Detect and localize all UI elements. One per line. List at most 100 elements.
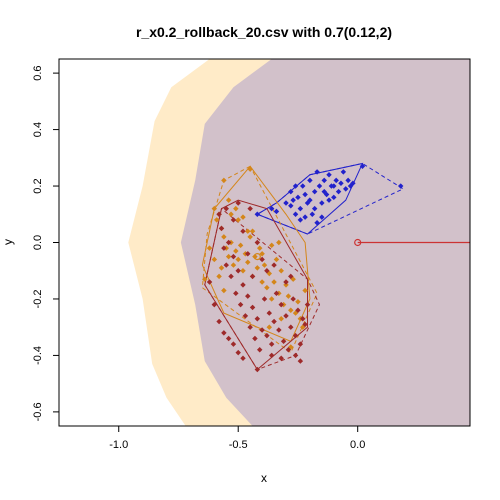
red-point	[235, 268, 241, 274]
blue-point	[292, 183, 299, 189]
red-point	[216, 211, 222, 217]
red-point	[240, 355, 246, 361]
red-point	[249, 273, 256, 280]
blue-point	[297, 205, 304, 212]
red-point	[268, 352, 275, 359]
orange-point	[240, 268, 246, 274]
x-tick-label: -1.0	[109, 439, 128, 451]
red-point	[300, 315, 306, 322]
orange-point	[288, 307, 294, 313]
orange-point	[221, 234, 227, 240]
orange-point	[211, 256, 218, 263]
orange-point	[254, 265, 261, 271]
blue-point	[300, 183, 306, 189]
red-point	[278, 355, 284, 361]
y-tick-label: 0.6	[32, 65, 44, 80]
red-point	[233, 290, 239, 297]
reference-point	[354, 238, 362, 247]
blue-point	[319, 200, 325, 206]
orange-point	[235, 217, 241, 223]
blue-point	[331, 194, 337, 201]
red-point	[221, 245, 227, 251]
red-point	[218, 225, 225, 232]
red-point	[240, 228, 246, 234]
red-point	[254, 366, 261, 373]
orange-point	[247, 166, 253, 172]
blue-point	[311, 205, 318, 212]
y-tick-label: -0.2	[32, 289, 44, 308]
orange-point	[268, 296, 275, 302]
plot-area: -1.0 -0.5 0.0 -0.6 -0.4 -0.2 0.0 0.2 0.4 0.6	[32, 58, 471, 451]
red-point	[235, 200, 241, 206]
orange-point	[221, 177, 227, 184]
red-point	[288, 273, 294, 280]
blue-point	[321, 177, 327, 184]
y-tick-label: 0.2	[32, 178, 44, 193]
orange-point	[247, 234, 253, 240]
orange-point	[230, 262, 237, 268]
orange-point	[233, 248, 239, 254]
red-point	[237, 301, 244, 308]
blue-point	[359, 163, 366, 170]
red-point	[266, 310, 273, 316]
blue-point	[345, 177, 351, 184]
blue-point	[283, 200, 289, 206]
blue-point	[314, 220, 320, 226]
red-point	[271, 262, 277, 268]
blue-point	[309, 211, 316, 217]
red-point	[271, 318, 277, 325]
orange-point	[278, 268, 284, 274]
region-2	[180, 59, 470, 426]
red-point	[240, 282, 246, 288]
blue-point	[323, 191, 330, 198]
orange-point	[218, 265, 225, 271]
blue-point	[347, 183, 354, 189]
red-point	[276, 327, 282, 333]
blue-point	[302, 191, 308, 198]
red-point	[223, 205, 229, 212]
red-point	[245, 293, 251, 299]
orange-point	[225, 197, 232, 203]
orange-point	[264, 284, 270, 291]
orange-point	[266, 324, 273, 330]
blue-point	[273, 208, 280, 215]
orange-point	[228, 211, 234, 217]
red-point	[230, 217, 237, 223]
x-tick-label: -0.5	[229, 439, 248, 451]
blue-point	[331, 183, 337, 189]
red-point	[206, 279, 213, 285]
red-point	[264, 268, 270, 274]
red-point	[292, 352, 299, 359]
orange-point	[216, 273, 222, 280]
orange-point	[206, 245, 213, 251]
blue-point	[397, 183, 404, 189]
blue-point	[321, 188, 327, 195]
orange-point	[259, 279, 265, 285]
orange-point	[256, 245, 263, 251]
blue-point	[292, 211, 299, 217]
blue-point	[254, 211, 261, 217]
x-axis-label: x	[261, 471, 267, 485]
orange-point	[283, 282, 289, 288]
blue-point	[350, 180, 356, 186]
orange-point	[285, 293, 292, 299]
orange-point	[278, 315, 284, 322]
orange-point	[245, 228, 251, 234]
orange-point	[290, 276, 296, 282]
red-point	[225, 335, 232, 342]
red-point	[283, 313, 289, 319]
red-point	[261, 296, 268, 302]
blue-point	[343, 186, 349, 192]
red-point	[228, 273, 234, 280]
red-point	[297, 341, 304, 347]
orange-point	[225, 253, 232, 260]
blue-point	[304, 200, 311, 206]
blue-point	[302, 214, 308, 220]
red-point	[225, 239, 232, 246]
red-point	[216, 318, 222, 325]
y-tick-label: -0.4	[32, 346, 44, 365]
red-point	[242, 313, 249, 319]
red-point	[235, 349, 241, 356]
orange-point	[261, 262, 268, 268]
